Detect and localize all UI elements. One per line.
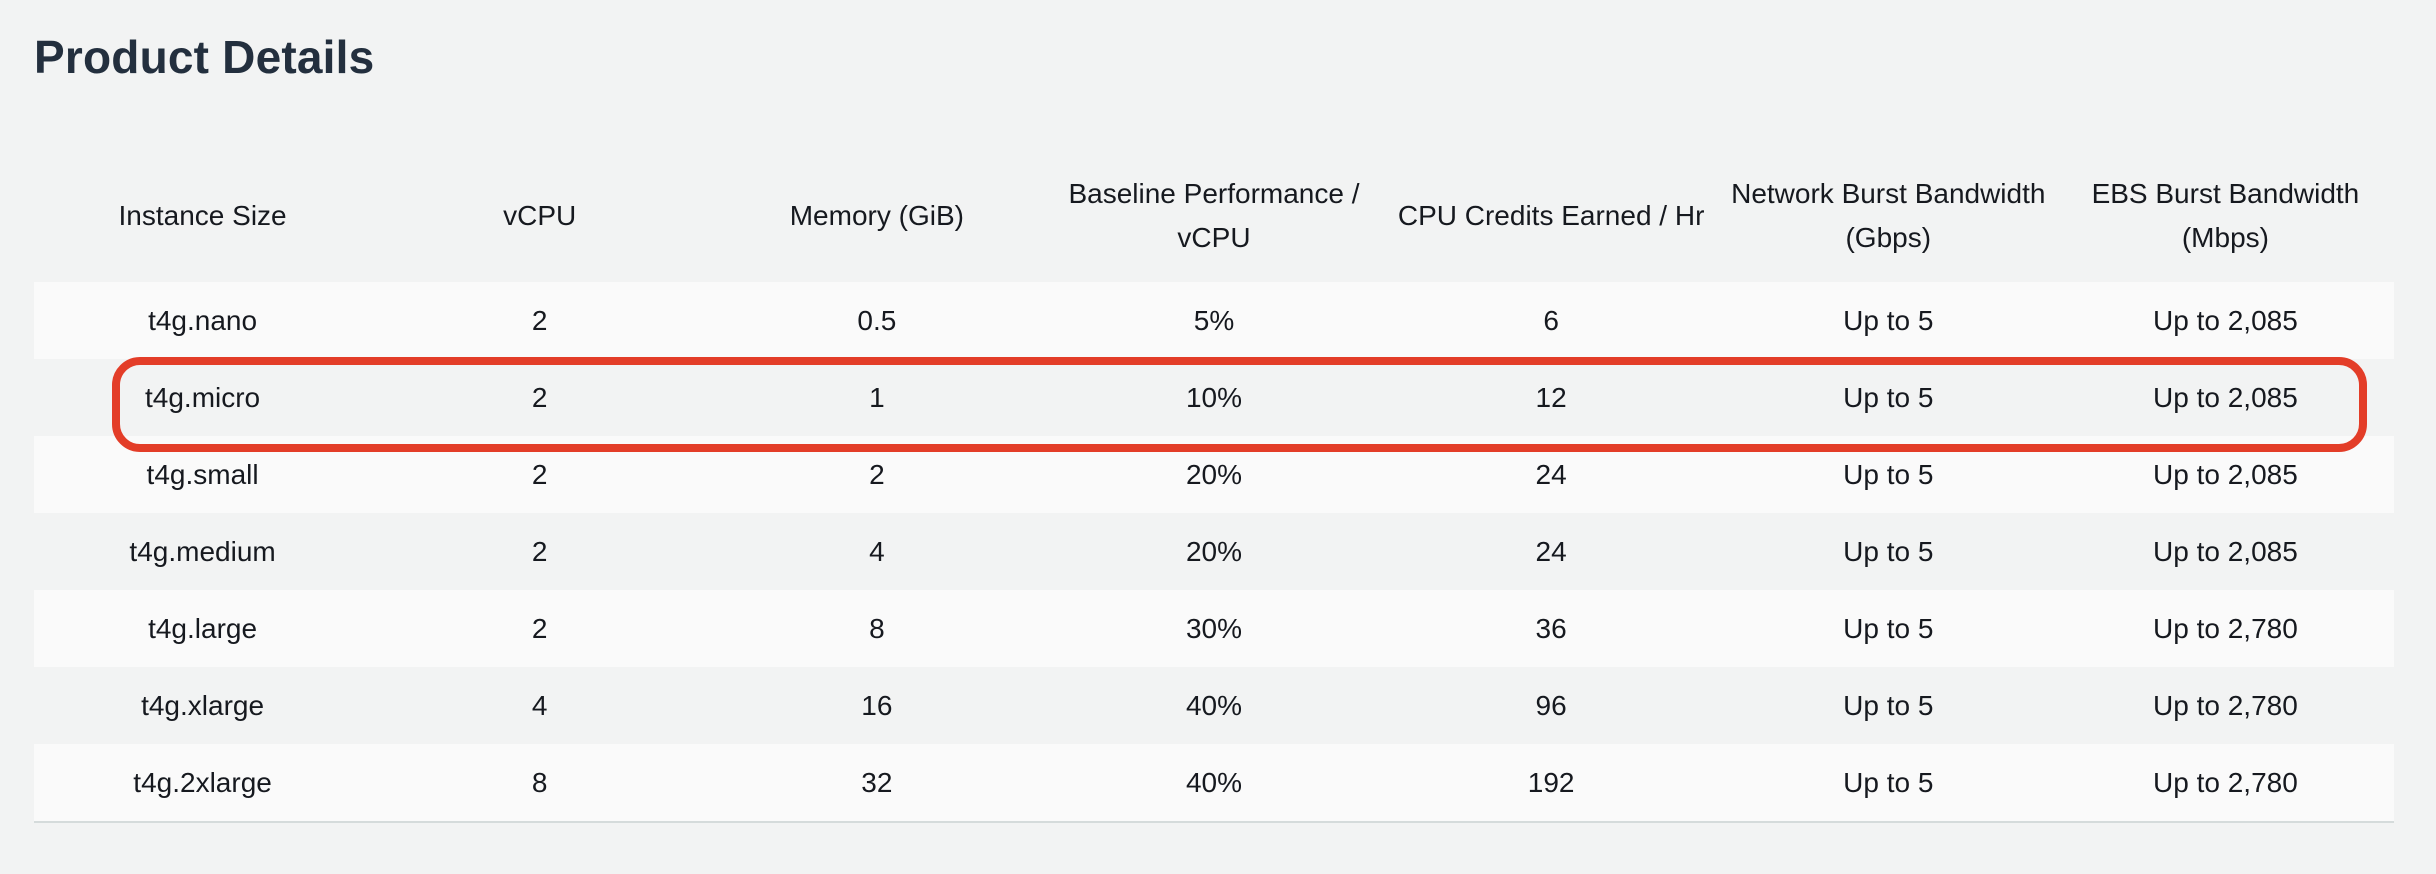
cpu-credits-cell: 96 xyxy=(1382,667,1720,744)
memory-cell: 8 xyxy=(708,590,1046,667)
memory-cell: 16 xyxy=(708,667,1046,744)
vcpu-cell: 4 xyxy=(371,667,709,744)
vcpu-cell: 2 xyxy=(371,359,709,436)
baseline-performance-cell: 10% xyxy=(1045,359,1383,436)
header-cpu-credits: CPU Credits Earned / Hr xyxy=(1397,200,1705,231)
cpu-credits-cell: 24 xyxy=(1382,513,1720,590)
instance-size-cell: t4g.nano xyxy=(34,282,372,359)
vcpu-cell: 2 xyxy=(371,282,709,359)
vcpu-cell: 2 xyxy=(371,436,709,513)
product-details-table: Instance Size vCPU Memory (GiB) Baseline… xyxy=(34,150,2394,823)
vcpu-cell: 2 xyxy=(371,590,709,667)
network-burst-cell: Up to 5 xyxy=(1719,359,2057,436)
header-ebs-burst-bandwidth: EBS Burst Bandwidth (Mbps) xyxy=(2091,178,2360,253)
baseline-performance-cell: 30% xyxy=(1045,590,1383,667)
header-instance-size: Instance Size xyxy=(118,200,287,231)
baseline-performance-cell: 5% xyxy=(1045,282,1383,359)
memory-cell: 0.5 xyxy=(708,282,1046,359)
network-burst-cell: Up to 5 xyxy=(1719,282,2057,359)
cpu-credits-cell: 24 xyxy=(1382,436,1720,513)
instance-size-cell: t4g.2xlarge xyxy=(34,744,372,823)
ebs-burst-cell: Up to 2,085 xyxy=(2056,513,2394,590)
network-burst-cell: Up to 5 xyxy=(1719,513,2057,590)
ebs-burst-cell: Up to 2,085 xyxy=(2056,282,2394,359)
header-baseline-performance: Baseline Performance / vCPU xyxy=(1068,178,1360,253)
table-row: t4g.small 2 2 20% 24 Up to 5 Up to 2,085 xyxy=(34,436,2394,513)
header-network-burst-bandwidth: Network Burst Bandwidth (Gbps) xyxy=(1731,178,2046,253)
baseline-performance-cell: 20% xyxy=(1045,513,1383,590)
baseline-performance-cell: 40% xyxy=(1045,744,1383,823)
cpu-credits-cell: 6 xyxy=(1382,282,1720,359)
instance-size-cell: t4g.large xyxy=(34,590,372,667)
network-burst-cell: Up to 5 xyxy=(1719,436,2057,513)
table-row: t4g.medium 2 4 20% 24 Up to 5 Up to 2,08… xyxy=(34,513,2394,590)
vcpu-cell: 8 xyxy=(371,744,709,823)
cpu-credits-cell: 36 xyxy=(1382,590,1720,667)
baseline-performance-cell: 40% xyxy=(1045,667,1383,744)
network-burst-cell: Up to 5 xyxy=(1719,744,2057,823)
table-row: t4g.2xlarge 8 32 40% 192 Up to 5 Up to 2… xyxy=(34,744,2394,823)
network-burst-cell: Up to 5 xyxy=(1719,667,2057,744)
header-vcpu: vCPU xyxy=(503,200,577,231)
memory-cell: 1 xyxy=(708,359,1046,436)
memory-cell: 4 xyxy=(708,513,1046,590)
table-row: t4g.micro 2 1 10% 12 Up to 5 Up to 2,085 xyxy=(34,359,2394,436)
table-row: t4g.xlarge 4 16 40% 96 Up to 5 Up to 2,7… xyxy=(34,667,2394,744)
ebs-burst-cell: Up to 2,780 xyxy=(2056,744,2394,823)
network-burst-cell: Up to 5 xyxy=(1719,590,2057,667)
page-title: Product Details xyxy=(34,31,375,83)
ebs-burst-cell: Up to 2,780 xyxy=(2056,590,2394,667)
instance-size-cell: t4g.xlarge xyxy=(34,667,372,744)
instance-size-cell: t4g.medium xyxy=(34,513,372,590)
cpu-credits-cell: 192 xyxy=(1382,744,1720,823)
instance-size-cell: t4g.micro xyxy=(34,359,372,436)
baseline-performance-cell: 20% xyxy=(1045,436,1383,513)
ebs-burst-cell: Up to 2,085 xyxy=(2056,359,2394,436)
ebs-burst-cell: Up to 2,780 xyxy=(2056,667,2394,744)
table-row: t4g.nano 2 0.5 5% 6 Up to 5 Up to 2,085 xyxy=(34,282,2394,359)
memory-cell: 32 xyxy=(708,744,1046,823)
table-header-row: Instance Size vCPU Memory (GiB) Baseline… xyxy=(34,150,2394,282)
ebs-burst-cell: Up to 2,085 xyxy=(2056,436,2394,513)
header-memory: Memory (GiB) xyxy=(789,200,964,231)
instance-size-cell: t4g.small xyxy=(34,436,372,513)
table-row: t4g.large 2 8 30% 36 Up to 5 Up to 2,780 xyxy=(34,590,2394,667)
cpu-credits-cell: 12 xyxy=(1382,359,1720,436)
vcpu-cell: 2 xyxy=(371,513,709,590)
memory-cell: 2 xyxy=(708,436,1046,513)
